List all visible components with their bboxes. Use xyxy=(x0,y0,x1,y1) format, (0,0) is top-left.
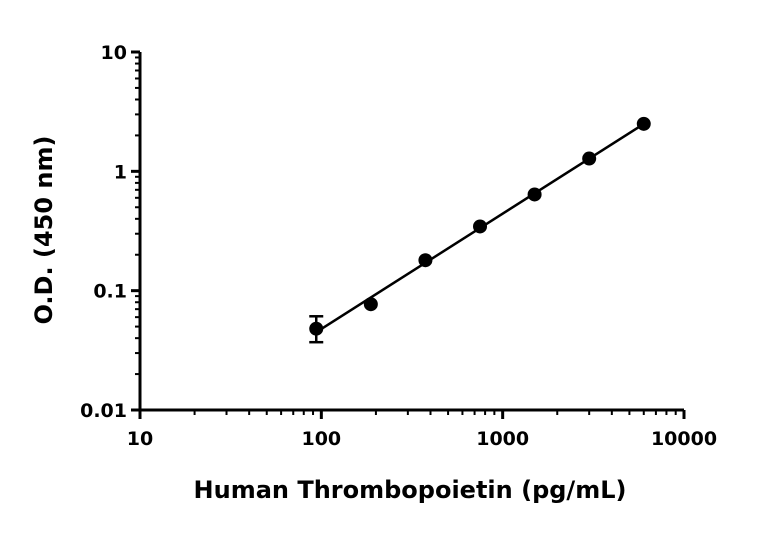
data-point xyxy=(582,151,597,166)
data-point xyxy=(636,116,651,131)
y-tick-label: 0.01 xyxy=(80,400,127,422)
data-point xyxy=(363,297,378,312)
x-axis: 10 100 1000 10000 xyxy=(127,408,717,450)
series-layer xyxy=(309,116,651,344)
data-point xyxy=(473,219,488,234)
data-point xyxy=(418,253,433,268)
x-tick-label: 100 xyxy=(301,428,341,450)
x-axis-title: Human Thrombopoietin (pg/mL) xyxy=(194,476,627,504)
y-tick-label: 10 xyxy=(101,42,127,64)
y-tick-label: 0.1 xyxy=(93,281,127,303)
x-tick-label: 10000 xyxy=(651,428,717,450)
y-axis: 0.01 0.1 1 10 xyxy=(80,42,142,422)
y-axis-title: O.D. (450 nm) xyxy=(30,136,58,325)
data-point xyxy=(309,321,324,336)
x-tick-label: 10 xyxy=(127,428,153,450)
y-tick-label: 1 xyxy=(114,161,127,183)
data-point xyxy=(527,187,542,202)
x-tick-label: 1000 xyxy=(476,428,529,450)
